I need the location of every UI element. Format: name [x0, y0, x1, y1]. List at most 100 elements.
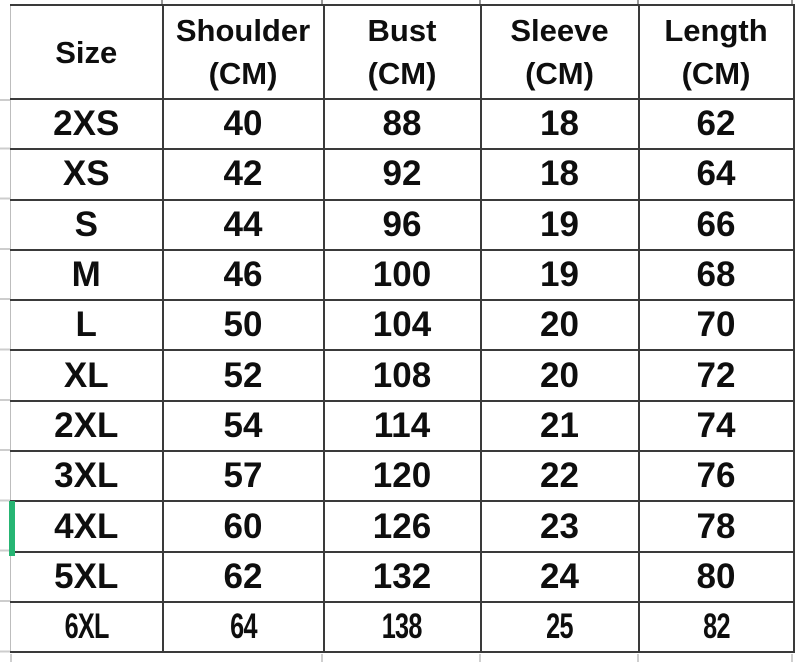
cell-sleeve: 23 — [479, 500, 640, 553]
shoulder-value: 64 — [229, 607, 257, 647]
sleeve-value: 18 — [540, 154, 579, 194]
cell-shoulder: 44 — [161, 198, 325, 251]
column-label: Size — [55, 34, 118, 70]
cell-bust: 132 — [322, 550, 482, 603]
cell-sleeve: 22 — [479, 450, 640, 503]
cell-length: 82 — [637, 600, 795, 654]
shoulder-value: 52 — [223, 355, 263, 395]
column-unit: (CM) — [681, 56, 751, 91]
gridline-stub — [637, 0, 639, 5]
cell-length: 80 — [637, 550, 795, 603]
cell-shoulder: 64 — [161, 600, 325, 654]
gridline-stub — [10, 654, 12, 662]
length-value: 74 — [696, 405, 736, 445]
table-row: 2XL 54 114 21 74 — [10, 399, 795, 453]
length-value: 62 — [696, 104, 736, 144]
cell-length: 64 — [637, 148, 795, 201]
size-value: XL — [63, 355, 109, 395]
col-header-bust: Bust (CM) — [322, 4, 482, 100]
cell-shoulder: 42 — [161, 148, 325, 201]
table-row: 5XL 62 132 24 80 — [10, 550, 795, 603]
cell-size: M — [10, 248, 164, 302]
cell-shoulder: 50 — [161, 299, 325, 352]
shoulder-value: 54 — [223, 405, 263, 445]
sleeve-value: 25 — [546, 607, 573, 647]
sleeve-value: 18 — [540, 104, 579, 144]
gridline-stub — [479, 654, 481, 662]
size-value: 3XL — [54, 456, 119, 496]
sleeve-value: 19 — [540, 204, 579, 244]
cell-bust: 92 — [322, 148, 482, 201]
bust-value: 88 — [382, 104, 422, 144]
column-label: Shoulder — [175, 13, 311, 48]
length-value: 76 — [696, 456, 736, 496]
cell-length: 78 — [637, 500, 795, 553]
cell-shoulder: 57 — [161, 450, 325, 503]
cell-size: 2XL — [10, 399, 164, 453]
cell-sleeve: 20 — [479, 349, 640, 402]
bust-value: 96 — [382, 204, 422, 244]
length-value: 68 — [696, 255, 736, 295]
bust-value: 104 — [372, 305, 432, 345]
shoulder-value: 57 — [223, 456, 263, 496]
length-value: 66 — [696, 204, 736, 244]
column-label: Sleeve — [510, 13, 609, 48]
table-row-selected: 4XL 60 126 23 78 — [10, 500, 795, 553]
gridline-stub — [637, 654, 639, 662]
cell-length: 76 — [637, 450, 795, 503]
bust-value: 120 — [372, 456, 432, 496]
cell-sleeve: 19 — [479, 248, 640, 302]
col-header-shoulder: Shoulder (CM) — [161, 4, 325, 100]
size-value: L — [75, 305, 97, 345]
cell-sleeve: 18 — [479, 97, 640, 151]
cell-shoulder: 62 — [161, 550, 325, 603]
table-row: 6XL 64 138 25 82 — [10, 600, 795, 654]
shoulder-value: 60 — [223, 506, 263, 546]
cell-sleeve: 25 — [479, 600, 640, 654]
cell-size: 2XS — [10, 97, 164, 151]
col-header-length: Length (CM) — [637, 4, 795, 100]
table-row: L 50 104 20 70 — [10, 299, 795, 352]
size-value: 2XS — [53, 104, 120, 144]
length-value: 80 — [696, 556, 736, 596]
col-header-size: Size — [10, 4, 164, 100]
shoulder-value: 50 — [223, 305, 263, 345]
cell-sleeve: 24 — [479, 550, 640, 603]
cell-shoulder: 60 — [161, 500, 325, 553]
cell-length: 66 — [637, 198, 795, 251]
cell-bust: 120 — [322, 450, 482, 503]
cell-size: L — [10, 299, 164, 352]
bust-value: 138 — [382, 607, 423, 647]
table-row: 3XL 57 120 22 76 — [10, 450, 795, 503]
length-value: 70 — [696, 305, 736, 345]
sleeve-value: 22 — [540, 456, 579, 496]
gridline-stub — [321, 0, 323, 5]
size-value: 4XL — [54, 506, 119, 546]
shoulder-value: 46 — [223, 255, 263, 295]
header-row: Size Shoulder (CM) Bust (CM) Sleeve (CM) Le… — [10, 4, 795, 100]
cell-length: 74 — [637, 399, 795, 453]
shoulder-value: 62 — [223, 556, 263, 596]
shoulder-value: 44 — [223, 204, 263, 244]
cell-size: S — [10, 198, 164, 251]
gridline-stub — [321, 654, 323, 662]
cell-bust: 114 — [322, 399, 482, 453]
column-unit: (CM) — [525, 56, 594, 91]
cell-length: 70 — [637, 299, 795, 352]
table-row: M 46 100 19 68 — [10, 248, 795, 302]
selection-indicator — [9, 501, 15, 556]
column-label: Bust — [367, 13, 437, 48]
cell-bust: 100 — [322, 248, 482, 302]
table-row: 2XS 40 88 18 62 — [10, 97, 795, 151]
cell-bust: 104 — [322, 299, 482, 352]
length-value: 64 — [696, 154, 736, 194]
cell-shoulder: 46 — [161, 248, 325, 302]
bust-value: 132 — [372, 556, 432, 596]
sleeve-value: 24 — [540, 556, 579, 596]
gridline-stub — [479, 0, 481, 5]
length-value: 72 — [696, 355, 736, 395]
table-row: S 44 96 19 66 — [10, 198, 795, 251]
table-row: XL 52 108 20 72 — [10, 349, 795, 402]
gridline-stub — [161, 0, 163, 5]
